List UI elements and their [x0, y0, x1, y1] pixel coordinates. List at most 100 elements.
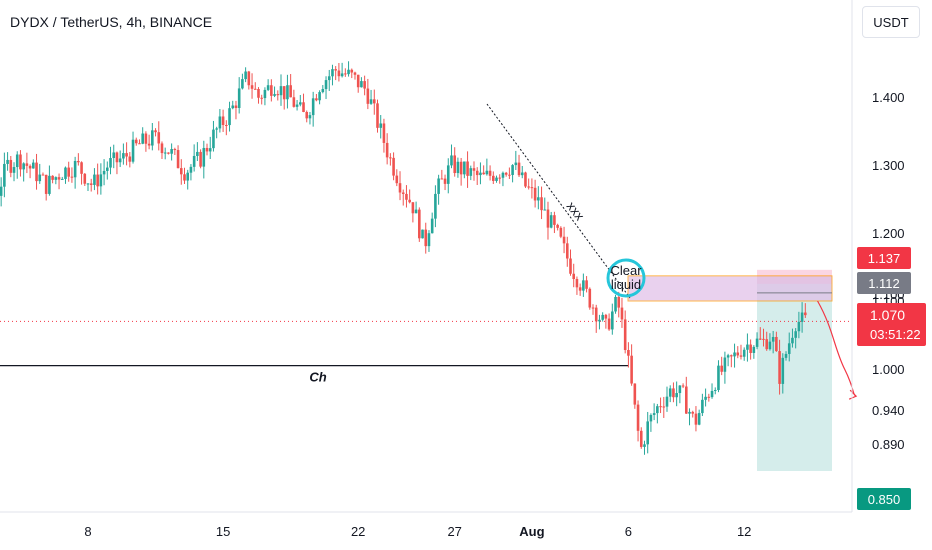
candle-body	[376, 103, 379, 128]
candle	[350, 68, 354, 79]
candle	[646, 411, 649, 454]
candle	[163, 147, 167, 160]
candle-body	[713, 389, 717, 391]
candle	[495, 175, 498, 183]
candle-body	[424, 229, 428, 247]
candle	[282, 86, 286, 110]
candle-body	[289, 85, 292, 98]
candle-body	[463, 161, 466, 175]
candle-body	[389, 157, 392, 159]
candle	[575, 276, 579, 295]
candle	[77, 153, 80, 166]
candle	[131, 131, 135, 164]
candle	[556, 223, 559, 231]
candle-body	[688, 411, 691, 414]
candle	[546, 201, 550, 240]
candle	[479, 162, 482, 185]
candle-body	[54, 177, 58, 180]
candle-body	[340, 73, 344, 77]
candle	[665, 386, 669, 412]
candle	[466, 151, 469, 188]
candle	[537, 186, 540, 210]
candle-body	[582, 280, 585, 291]
candle	[305, 110, 309, 123]
candle	[620, 297, 624, 328]
candle	[286, 74, 289, 109]
candle-body	[546, 209, 550, 228]
candle-body	[537, 197, 540, 201]
candle	[781, 353, 785, 394]
candle-body	[315, 98, 318, 101]
candle	[315, 94, 318, 102]
candle-body	[295, 104, 299, 107]
candle	[295, 100, 299, 111]
candle	[6, 152, 9, 171]
candle	[752, 345, 756, 359]
candle	[713, 387, 717, 395]
candle	[778, 339, 781, 395]
candle-body	[379, 123, 383, 128]
candle	[170, 143, 173, 161]
candle-body	[372, 99, 376, 104]
currency-selector-button[interactable]: USDT	[862, 6, 920, 38]
candle-body	[41, 174, 45, 176]
candle	[514, 150, 518, 171]
candle-body	[794, 331, 797, 338]
candle	[607, 313, 611, 331]
candle	[363, 75, 366, 96]
candle-body	[720, 365, 723, 372]
candle-body	[360, 81, 363, 88]
candle	[707, 393, 711, 402]
candle	[787, 332, 791, 362]
candle-body	[775, 336, 778, 352]
candle	[739, 344, 743, 360]
candle-body	[263, 89, 267, 99]
candle-body	[134, 139, 138, 144]
candle	[89, 178, 93, 192]
candle	[183, 167, 186, 184]
candle-body	[385, 142, 389, 158]
candle	[733, 343, 736, 368]
candle	[192, 144, 196, 172]
candle-body	[122, 153, 125, 159]
candle	[38, 163, 42, 184]
chart-zones: Ch	[0, 269, 852, 471]
candle-body	[44, 174, 48, 194]
candle	[19, 150, 22, 177]
candle-body	[559, 227, 563, 237]
candle	[57, 173, 61, 190]
candle	[141, 127, 144, 145]
candle-body	[524, 172, 527, 187]
candle	[443, 174, 447, 191]
candle	[244, 67, 247, 83]
candle-body	[173, 149, 177, 151]
candle-body	[401, 192, 405, 194]
candle	[408, 189, 411, 204]
candles-layer[interactable]	[0, 61, 807, 455]
candle-body	[607, 318, 611, 330]
candle-body	[520, 172, 524, 176]
candle	[266, 79, 270, 92]
candle	[228, 101, 231, 132]
candle-body	[472, 168, 476, 171]
candle-body	[553, 215, 556, 225]
candle	[765, 331, 769, 351]
candle	[344, 68, 347, 77]
candle-body	[118, 158, 122, 163]
candle	[376, 99, 379, 133]
candle-body	[170, 149, 173, 154]
candle	[167, 152, 170, 155]
candle	[656, 403, 659, 424]
time-axis[interactable]: 8 15 22 27 Aug 6 12	[84, 524, 751, 539]
candle	[630, 344, 633, 386]
candle-body	[25, 163, 29, 166]
candle	[678, 385, 682, 404]
candle-body	[620, 307, 624, 320]
candle-body	[459, 161, 463, 175]
candle-body	[797, 321, 801, 332]
candle	[199, 149, 202, 169]
candle-body	[627, 350, 630, 356]
candle	[553, 211, 556, 234]
candle-body	[151, 130, 154, 146]
